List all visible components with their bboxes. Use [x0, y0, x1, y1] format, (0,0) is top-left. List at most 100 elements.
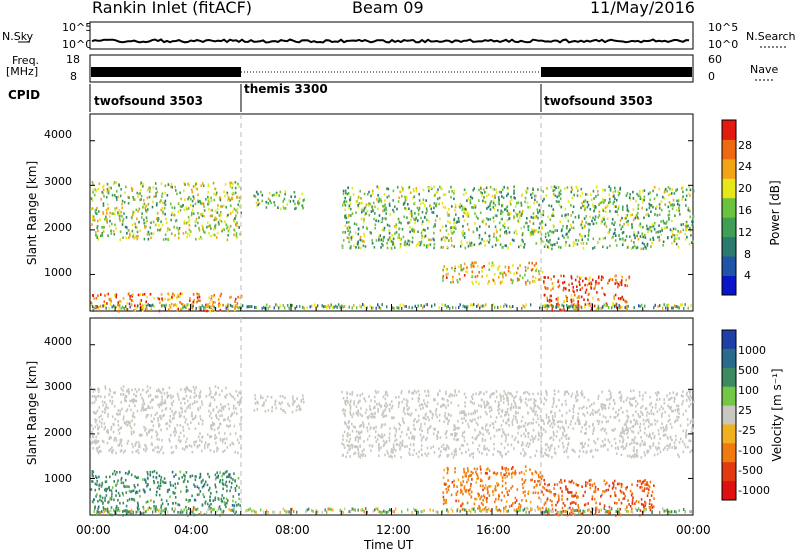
echo-cell — [377, 390, 380, 394]
echo-cell — [461, 411, 463, 415]
echo-cell — [558, 398, 560, 402]
echo-cell — [181, 447, 184, 450]
echo-cell — [567, 236, 569, 239]
echo-cell — [548, 415, 550, 419]
echo-cell — [196, 485, 199, 489]
echo-cell — [136, 217, 138, 221]
echo-cell — [237, 203, 239, 207]
echo-cell — [174, 486, 177, 490]
ground-scatter-cell — [105, 306, 107, 310]
echo-cell — [167, 227, 169, 230]
echo-cell — [221, 474, 223, 478]
echo-cell — [190, 197, 192, 201]
echo-cell — [218, 425, 220, 429]
echo-cell — [349, 392, 351, 396]
echo-cell — [533, 406, 535, 410]
echo-cell — [220, 220, 223, 223]
echo-cell — [616, 210, 618, 213]
echo-cell — [108, 500, 110, 504]
echo-cell — [462, 411, 464, 414]
ground-scatter-cell — [512, 305, 514, 308]
echo-cell — [209, 404, 212, 407]
echo-cell — [144, 307, 147, 311]
ground-scatter-cell — [135, 306, 137, 310]
echo-cell — [152, 186, 155, 189]
echo-cell — [390, 450, 393, 454]
echo-cell — [559, 189, 562, 192]
echo-cell — [90, 304, 92, 307]
echo-cell — [101, 231, 103, 235]
echo-cell — [199, 415, 201, 418]
echo-cell — [570, 395, 573, 398]
echo-cell — [549, 437, 551, 440]
echo-cell — [472, 393, 474, 396]
echo-cell — [224, 395, 226, 398]
echo-cell — [91, 199, 94, 202]
echo-cell — [218, 505, 221, 508]
echo-cell — [450, 433, 452, 436]
echo-cell — [513, 272, 515, 276]
echo-cell — [105, 405, 107, 409]
echo-cell — [131, 450, 134, 454]
echo-cell — [612, 398, 615, 402]
echo-cell — [209, 402, 212, 405]
echo-cell — [364, 411, 367, 415]
echo-cell — [346, 391, 348, 394]
echo-cell — [618, 306, 621, 310]
echo-cell — [173, 206, 176, 210]
echo-cell — [412, 217, 415, 221]
echo-cell — [557, 445, 560, 448]
echo-cell — [195, 217, 198, 221]
echo-cell — [643, 431, 646, 435]
echo-cell — [347, 215, 350, 219]
echo-cell — [371, 242, 374, 245]
echo-cell — [191, 208, 194, 212]
echo-cell — [408, 451, 410, 455]
echo-cell — [461, 243, 463, 247]
echo-cell — [387, 238, 389, 242]
echo-cell — [636, 442, 639, 445]
echo-cell — [157, 228, 159, 232]
echo-cell — [487, 205, 490, 209]
echo-cell — [163, 477, 166, 480]
echo-cell — [577, 393, 579, 397]
echo-cell — [627, 415, 629, 419]
echo-cell — [446, 273, 449, 276]
echo-cell — [495, 191, 498, 194]
echo-cell — [549, 238, 551, 242]
echo-cell — [563, 429, 566, 433]
echo-cell — [463, 211, 465, 215]
ground-scatter-cell — [449, 306, 451, 310]
echo-cell — [575, 238, 577, 242]
echo-cell — [156, 450, 159, 454]
echo-cell — [147, 237, 150, 241]
echo-cell — [442, 246, 445, 249]
ground-scatter-cell — [558, 305, 560, 309]
echo-cell — [581, 201, 583, 205]
echo-cell — [488, 225, 490, 228]
echo-cell — [138, 433, 141, 437]
echo-cell — [420, 236, 423, 240]
echo-cell — [621, 216, 623, 220]
echo-cell — [462, 215, 464, 218]
echo-cell — [109, 297, 112, 301]
echo-cell — [592, 247, 594, 250]
echo-cell — [536, 414, 539, 417]
echo-cell — [457, 404, 460, 407]
echo-cell — [401, 444, 404, 447]
echo-cell — [583, 200, 585, 203]
echo-cell — [409, 191, 412, 195]
echo-cell — [556, 299, 559, 302]
echo-cell — [110, 229, 112, 233]
echo-cell — [682, 400, 684, 403]
echo-cell — [342, 438, 344, 441]
echo-cell — [430, 238, 432, 242]
ground-scatter-cell — [467, 304, 469, 308]
freq-tick-top: 18 — [66, 53, 80, 66]
echo-cell — [544, 232, 547, 236]
echo-cell — [632, 431, 635, 434]
echo-cell — [91, 474, 94, 477]
echo-cell — [194, 220, 197, 223]
echo-cell — [417, 400, 420, 403]
echo-cell — [220, 205, 222, 208]
